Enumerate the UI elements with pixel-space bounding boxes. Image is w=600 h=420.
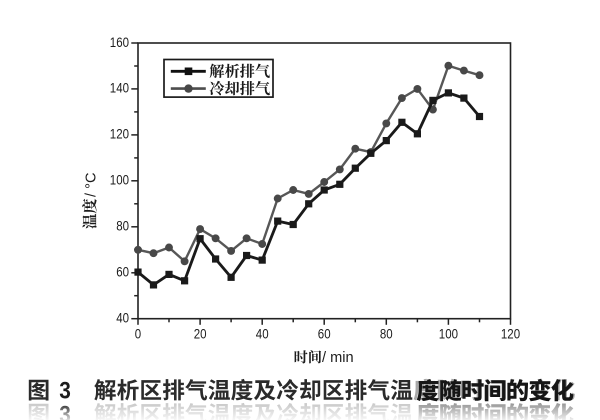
svg-text:120: 120 bbox=[110, 126, 129, 142]
svg-text:60: 60 bbox=[116, 264, 129, 280]
svg-text:80: 80 bbox=[380, 325, 393, 341]
svg-text:100: 100 bbox=[110, 172, 129, 188]
svg-text:40: 40 bbox=[116, 310, 129, 326]
svg-text:20: 20 bbox=[194, 325, 207, 341]
svg-text:60: 60 bbox=[318, 325, 331, 341]
svg-text:/ °C: / °C bbox=[83, 173, 99, 198]
svg-text:100: 100 bbox=[439, 325, 458, 341]
svg-text:3: 3 bbox=[59, 377, 71, 404]
svg-text:0: 0 bbox=[135, 325, 142, 341]
svg-text:140: 140 bbox=[110, 80, 129, 96]
svg-text:120: 120 bbox=[501, 325, 520, 341]
svg-text:80: 80 bbox=[116, 218, 129, 234]
svg-text:/ min: / min bbox=[322, 350, 354, 366]
svg-text:160: 160 bbox=[110, 34, 129, 50]
svg-text:40: 40 bbox=[256, 325, 269, 341]
